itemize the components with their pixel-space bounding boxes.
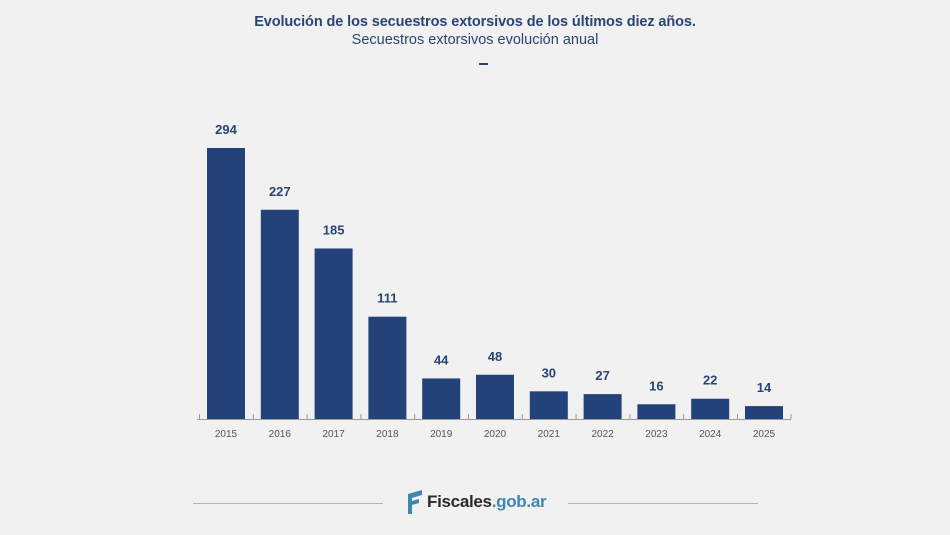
bar-2024 xyxy=(691,398,730,419)
data-label-2022: 27 xyxy=(595,368,609,383)
data-label-2016: 227 xyxy=(269,184,291,199)
x-tick-label-2022: 2022 xyxy=(591,429,614,440)
bar-2015 xyxy=(207,148,245,419)
data-label-2020: 48 xyxy=(488,349,502,364)
bar-2018 xyxy=(368,316,407,419)
x-tick-label-2020: 2020 xyxy=(484,429,507,440)
data-label-2021: 30 xyxy=(542,365,556,380)
x-tick-label-2025: 2025 xyxy=(753,429,776,440)
fiscales-flag-icon xyxy=(408,490,422,514)
fiscales-logo: Fiscales.gob.ar xyxy=(407,489,547,515)
bar-2020 xyxy=(476,374,514,419)
chart-subtitle: Secuestros extorsivos evolución anual xyxy=(351,32,599,48)
data-label-2023: 16 xyxy=(649,378,663,393)
bar-2021 xyxy=(529,391,568,419)
footer-divider-right xyxy=(568,503,758,504)
data-label-2015: 294 xyxy=(215,122,237,137)
chart-title: Evolución de los secuestros extorsivos d… xyxy=(254,14,696,30)
data-label-2018: 111 xyxy=(377,291,397,306)
bar-2023 xyxy=(637,404,676,419)
bar-2017 xyxy=(314,248,353,419)
x-tick-label-2019: 2019 xyxy=(430,429,453,440)
x-tick-label-2021: 2021 xyxy=(538,429,561,440)
footer-divider-left xyxy=(193,503,383,504)
bar-2019 xyxy=(422,378,461,419)
title-divider xyxy=(479,63,488,65)
logo-text-domain: .gob.ar xyxy=(491,492,547,511)
x-tick-label-2015: 2015 xyxy=(215,429,238,440)
logo-text-fiscales: Fiscales xyxy=(427,492,492,511)
bar-2016 xyxy=(260,209,299,419)
x-tick-label-2024: 2024 xyxy=(699,429,722,440)
x-tick-label-2017: 2017 xyxy=(322,429,345,440)
data-label-2017: 185 xyxy=(323,222,345,237)
x-tick-label-2023: 2023 xyxy=(645,429,668,440)
data-label-2024: 22 xyxy=(703,373,717,388)
bar-2022 xyxy=(583,394,622,419)
bar-2025 xyxy=(745,406,783,419)
data-label-2025: 14 xyxy=(757,380,772,395)
x-tick-label-2016: 2016 xyxy=(269,429,292,440)
bar-chart: 294 2015 227 2016 185 2017 111 2018 44 2019 48 2020… xyxy=(197,122,792,440)
data-label-2019: 44 xyxy=(434,352,449,367)
x-tick-label-2018: 2018 xyxy=(376,429,399,440)
